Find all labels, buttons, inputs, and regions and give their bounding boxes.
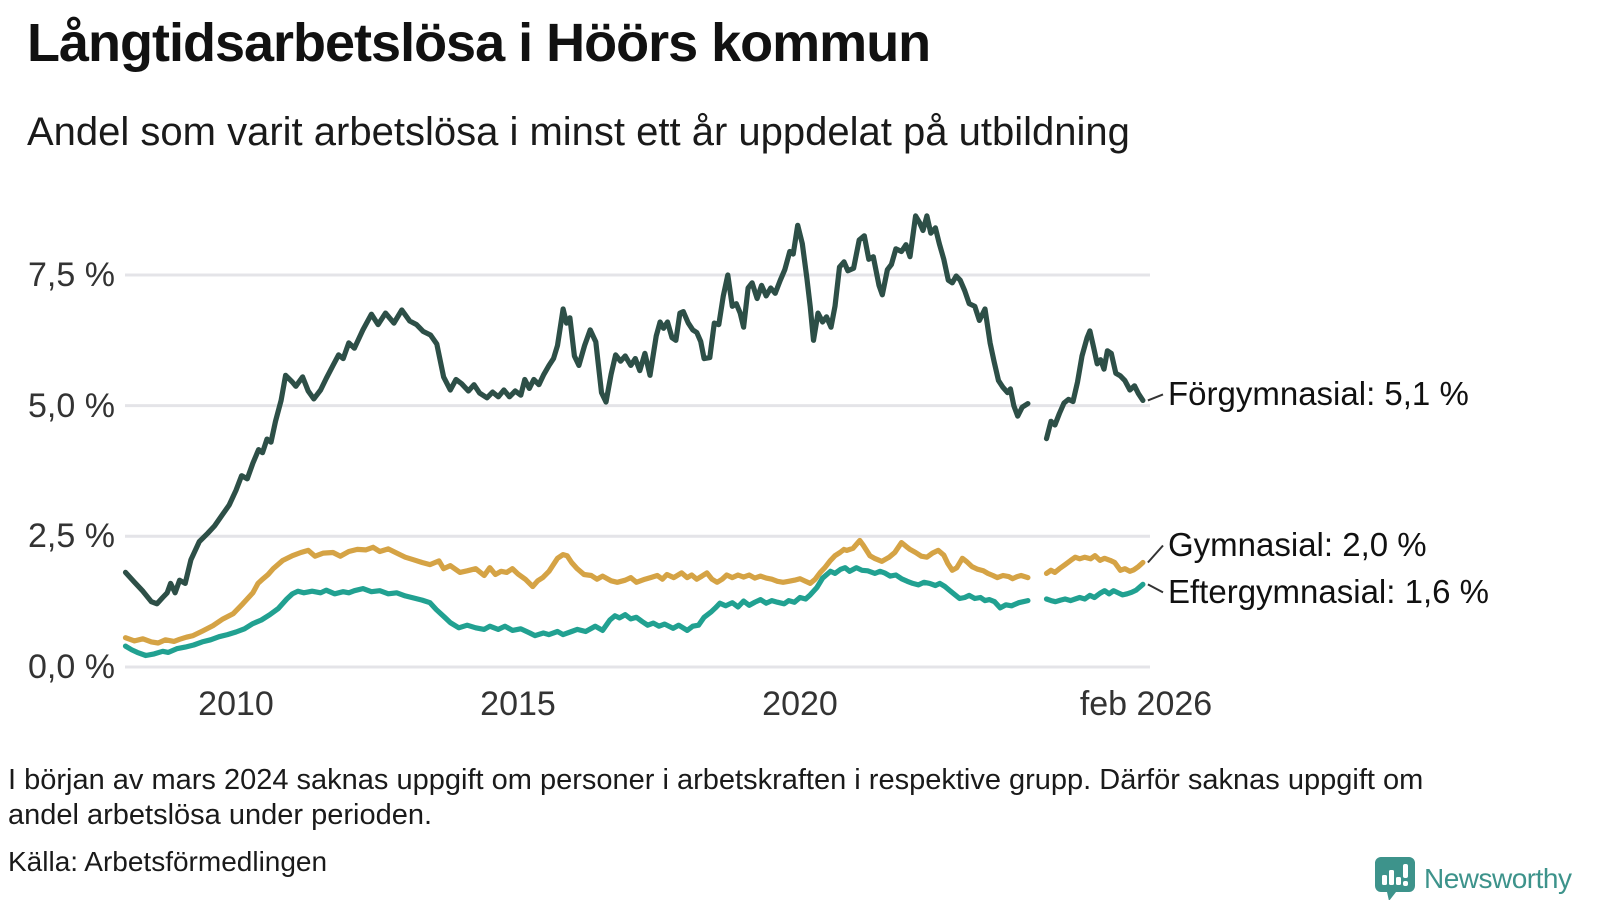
x-axis-tick-2010: 2010: [198, 685, 274, 723]
label-connector-förgymnasial: [1147, 393, 1164, 402]
series-label-eftergymnasial: Eftergymnasial: 1,6 %: [1168, 573, 1489, 610]
source-attribution: Källa: Arbetsförmedlingen: [8, 846, 328, 877]
y-axis-tick-7-5: 7,5 %: [28, 256, 115, 294]
newsworthy-speech-bubble-bar-chart-icon: [1375, 857, 1415, 900]
x-axis-tick-2020: 2020: [762, 685, 838, 723]
y-axis-tick-2-5: 2,5 %: [28, 517, 115, 555]
label-connector-gymnasial: [1147, 544, 1164, 564]
series-label-forgymnasial: Förgymnasial: 5,1 %: [1168, 375, 1469, 412]
newsworthy-logo-text: Newsworthy: [1424, 863, 1572, 894]
series-line-eftergymnasial-segment-0: [122, 565, 1031, 659]
chart-subtitle: Andel som varit arbetslösa i minst ett å…: [27, 110, 1130, 154]
x-axis-tick-feb-2026: feb 2026: [1079, 685, 1213, 723]
y-axis-tick-5-0: 5,0 %: [28, 387, 115, 425]
footnote-line-1: I början av mars 2024 saknas uppgift om …: [8, 764, 1424, 796]
series-line-förgymnasial-segment-1: [1043, 328, 1146, 442]
chart-title: Långtidsarbetslösa i Höörs kommun: [27, 13, 931, 73]
footnote-line-2: andel arbetslösa under perioden.: [8, 799, 433, 831]
y-axis-tick-0-0: 0,0 %: [28, 648, 115, 686]
series-line-eftergymnasial-segment-1: [1043, 581, 1146, 605]
series-line-förgymnasial-segment-0: [122, 213, 1031, 607]
series-label-gymnasial: Gymnasial: 2,0 %: [1168, 526, 1427, 563]
x-axis-tick-2015: 2015: [480, 685, 556, 723]
series-line-gymnasial-segment-0: [122, 537, 1031, 646]
label-connector-eftergymnasial: [1147, 583, 1164, 594]
newsworthy-logo: Newsworthy: [1374, 856, 1572, 900]
series-line-gymnasial-segment-1: [1043, 553, 1146, 577]
